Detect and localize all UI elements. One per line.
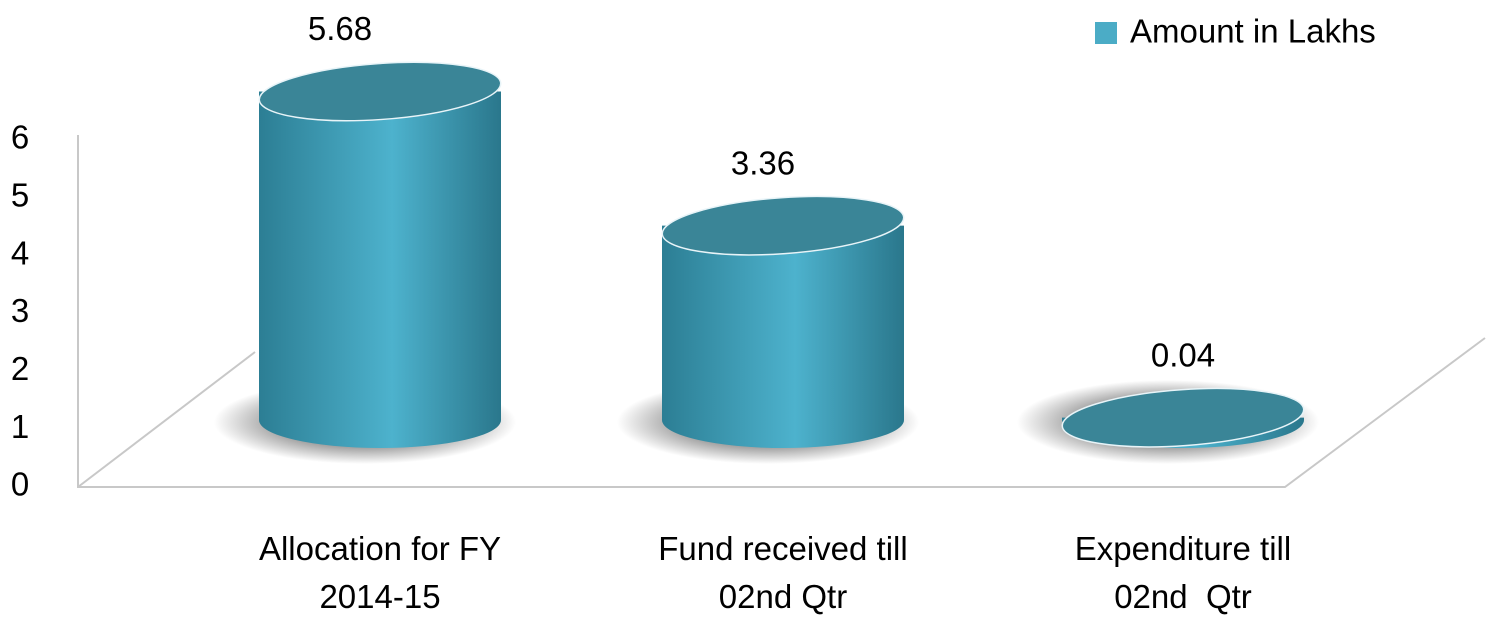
bar xyxy=(259,91,501,449)
cylinder xyxy=(617,195,919,464)
y-tick-label: 1 xyxy=(11,408,29,445)
x-tick-label: Fund received till 02nd Qtr xyxy=(658,530,907,615)
floor-edge xyxy=(77,351,256,488)
x-tick-label: Expenditure till 02nd Qtr xyxy=(1075,530,1291,615)
data-label: 5.68 xyxy=(308,10,372,47)
bar-top xyxy=(1061,387,1305,448)
cylinder xyxy=(214,61,516,464)
y-tick-label: 3 xyxy=(11,292,29,329)
y-tick-label: 2 xyxy=(11,350,29,387)
y-tick-label: 6 xyxy=(11,119,29,156)
bar-top xyxy=(661,195,905,256)
legend-label: Amount in Lakhs xyxy=(1130,13,1376,50)
y-tick-label: 0 xyxy=(11,466,29,503)
bar-top xyxy=(258,61,502,122)
x-tick-label: Allocation for FY 2014-15 xyxy=(259,530,501,615)
data-label: 3.36 xyxy=(731,144,795,181)
data-label: 0.04 xyxy=(1151,336,1215,373)
legend-swatch xyxy=(1095,22,1117,44)
cylinder xyxy=(1017,380,1319,464)
axis-frame xyxy=(77,135,1486,488)
y-tick-label: 5 xyxy=(11,177,29,214)
bar xyxy=(662,225,904,448)
y-tick-label: 4 xyxy=(11,234,29,271)
